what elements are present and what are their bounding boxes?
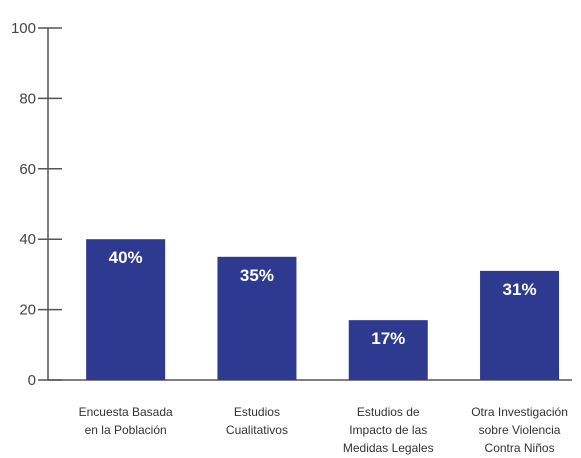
bar	[86, 239, 166, 380]
x-tick-label: Estudios de Impacto de las Medidas Legales	[343, 405, 434, 455]
y-tick-label: 100	[11, 20, 36, 37]
x-tick-label-line: Encuesta Basada	[79, 405, 173, 419]
y-tick-label: 60	[19, 161, 36, 178]
y-tick-label: 0	[28, 372, 36, 389]
x-tick-label-line: Otra Investigación	[471, 405, 568, 419]
x-tick-label-line: Estudios	[234, 405, 280, 419]
y-tick-label: 40	[19, 231, 36, 248]
x-tick-label-line: Impacto de las	[349, 423, 427, 437]
value-label: 17%	[371, 329, 405, 348]
x-tick-label: Otra Investigación sobre Violencia Contra …	[471, 405, 568, 455]
x-tick-label-line: Contra Niños	[485, 441, 555, 455]
x-tick-label-line: Medidas Legales	[343, 441, 434, 455]
y-tick-label: 20	[19, 302, 36, 319]
bar	[348, 320, 428, 380]
bar	[217, 256, 297, 380]
value-label: 35%	[240, 266, 274, 285]
y-tick-label: 80	[19, 90, 36, 107]
x-tick-label-line: en la Población	[85, 423, 167, 437]
value-label: 40%	[109, 248, 143, 267]
bar	[480, 270, 560, 380]
x-tick-label: Encuesta Basada en la Población	[79, 405, 173, 437]
x-tick-label: Estudios Cualitativos	[226, 405, 288, 437]
value-label: 31%	[503, 280, 537, 299]
x-tick-label-line: sobre Violencia	[479, 423, 561, 437]
x-tick-label-line: Cualitativos	[226, 423, 288, 437]
x-tick-label-line: Estudios de	[357, 405, 420, 419]
